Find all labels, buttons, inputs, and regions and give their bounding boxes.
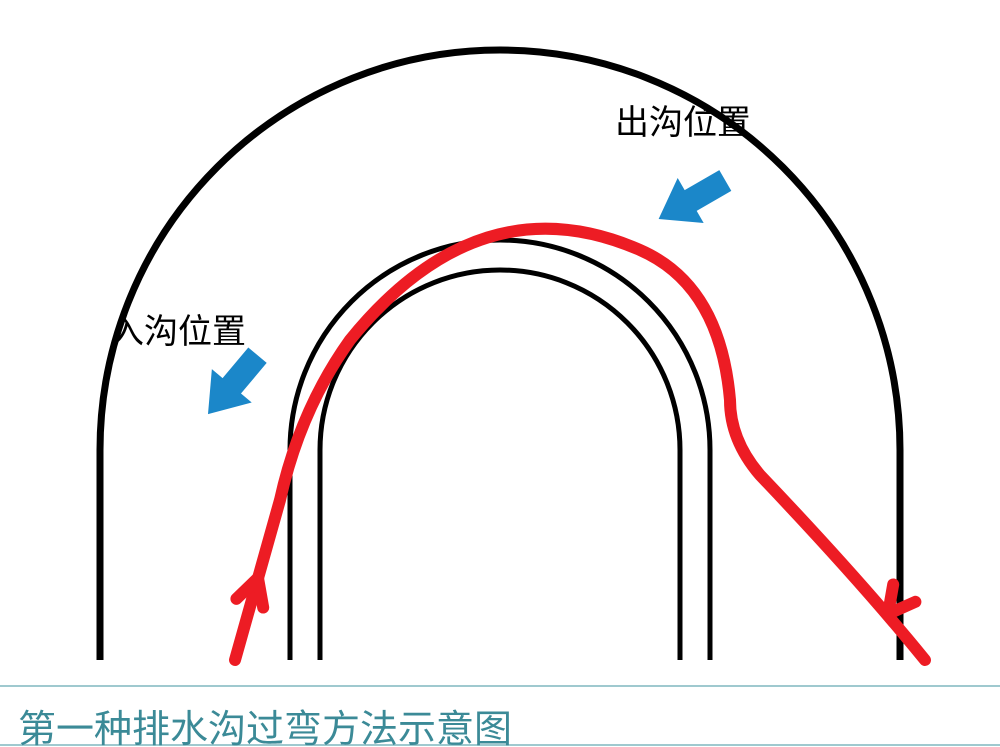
outer-track-boundary	[100, 50, 900, 660]
diagram-caption: 第一种排水沟过弯方法示意图	[18, 698, 512, 747]
ditch-outer-line	[290, 240, 710, 660]
caption-rule-top	[0, 685, 1000, 687]
exit-pointer-arrow	[646, 158, 739, 242]
ditch-inner-line	[320, 270, 680, 660]
racing-line	[235, 229, 925, 660]
entry-label: 入沟位置	[110, 304, 246, 353]
diagram-container: 入沟位置 出沟位置 第一种排水沟过弯方法示意图	[0, 0, 1000, 747]
exit-label: 出沟位置	[615, 95, 751, 144]
track-diagram-svg	[0, 0, 1000, 747]
